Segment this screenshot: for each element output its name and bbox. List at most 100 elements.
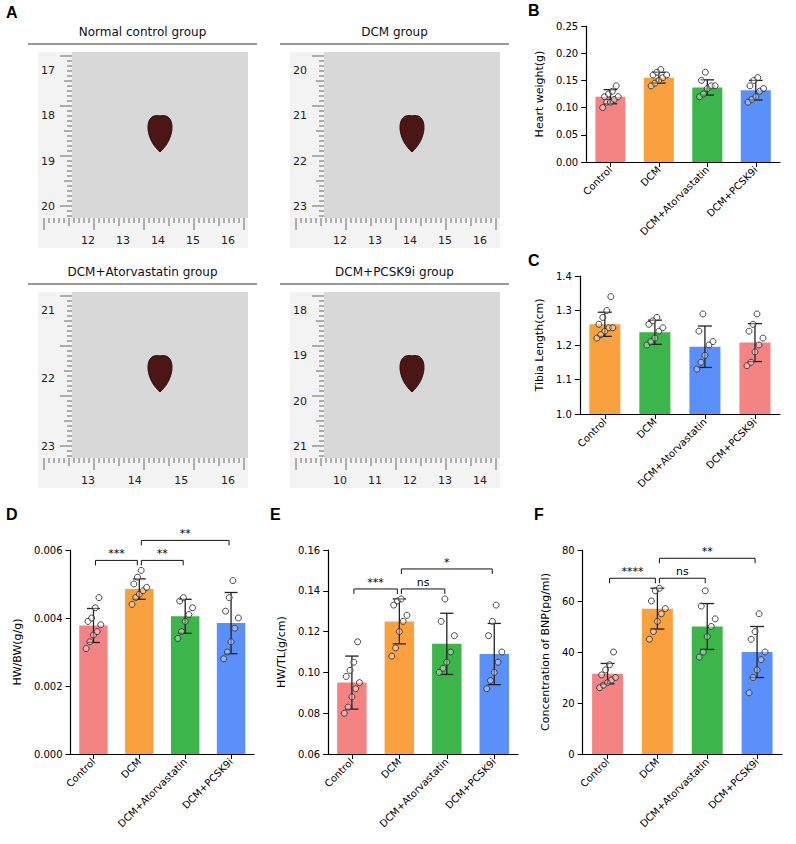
svg-text:Control: Control bbox=[581, 164, 614, 197]
svg-text:23: 23 bbox=[293, 200, 307, 213]
svg-text:0.08: 0.08 bbox=[298, 708, 320, 719]
svg-text:Control: Control bbox=[64, 756, 97, 789]
svg-text:16: 16 bbox=[473, 234, 487, 247]
svg-text:Tibia Length(cm): Tibia Length(cm) bbox=[533, 298, 546, 392]
svg-text:0.06: 0.06 bbox=[298, 749, 320, 760]
svg-text:DCM+PCSK9i: DCM+PCSK9i bbox=[180, 756, 235, 811]
svg-text:21: 21 bbox=[293, 109, 307, 122]
svg-text:19: 19 bbox=[41, 155, 55, 168]
svg-text:Heart weight(g): Heart weight(g) bbox=[533, 51, 546, 138]
svg-text:0.05: 0.05 bbox=[556, 129, 578, 140]
svg-text:0.15: 0.15 bbox=[556, 75, 578, 86]
svg-text:Normal control group: Normal control group bbox=[79, 25, 207, 39]
svg-text:**: ** bbox=[157, 547, 169, 560]
svg-text:0.20: 0.20 bbox=[556, 48, 578, 59]
svg-text:A: A bbox=[6, 4, 18, 21]
svg-text:12: 12 bbox=[333, 234, 347, 247]
svg-text:Control: Control bbox=[575, 416, 608, 449]
svg-text:0.000: 0.000 bbox=[34, 749, 63, 760]
svg-text:0.16: 0.16 bbox=[298, 545, 320, 556]
svg-text:0: 0 bbox=[568, 749, 574, 760]
svg-text:19: 19 bbox=[293, 349, 307, 362]
svg-text:21: 21 bbox=[293, 440, 307, 453]
svg-text:1.4: 1.4 bbox=[556, 271, 572, 282]
svg-text:ns: ns bbox=[676, 565, 689, 578]
svg-text:20: 20 bbox=[293, 395, 307, 408]
svg-text:1.2: 1.2 bbox=[556, 340, 572, 351]
svg-text:13: 13 bbox=[81, 474, 95, 487]
svg-text:18: 18 bbox=[41, 109, 55, 122]
svg-text:DCM+Atorvastatin: DCM+Atorvastatin bbox=[377, 756, 450, 829]
svg-text:20: 20 bbox=[562, 698, 575, 709]
svg-text:0.006: 0.006 bbox=[34, 545, 63, 556]
svg-text:DCM group: DCM group bbox=[361, 25, 428, 39]
svg-text:DCM+Atorvastatin: DCM+Atorvastatin bbox=[638, 756, 711, 829]
svg-text:14: 14 bbox=[473, 474, 487, 487]
svg-text:15: 15 bbox=[174, 474, 188, 487]
svg-text:DCM+PCSK9i: DCM+PCSK9i bbox=[706, 756, 761, 811]
svg-text:12: 12 bbox=[403, 474, 417, 487]
svg-text:15: 15 bbox=[438, 234, 452, 247]
svg-text:Concentration of BNP(pg/ml): Concentration of BNP(pg/ml) bbox=[539, 573, 552, 731]
svg-text:14: 14 bbox=[128, 474, 142, 487]
svg-text:60: 60 bbox=[562, 596, 575, 607]
svg-text:1.1: 1.1 bbox=[556, 374, 572, 385]
svg-text:DCM: DCM bbox=[119, 756, 143, 780]
svg-text:22: 22 bbox=[41, 372, 55, 385]
svg-text:0.12: 0.12 bbox=[298, 626, 320, 637]
svg-text:0.10: 0.10 bbox=[556, 102, 578, 113]
svg-text:DCM+PCSK9i: DCM+PCSK9i bbox=[443, 756, 498, 811]
svg-text:1.3: 1.3 bbox=[556, 305, 572, 316]
svg-text:DCM+Atorvastatin group: DCM+Atorvastatin group bbox=[67, 265, 217, 279]
svg-text:DCM+Atorvastatin: DCM+Atorvastatin bbox=[638, 164, 711, 237]
svg-text:DCM: DCM bbox=[635, 416, 659, 440]
svg-text:10: 10 bbox=[333, 474, 347, 487]
svg-text:18: 18 bbox=[293, 304, 307, 317]
svg-text:DCM+PCSK9i: DCM+PCSK9i bbox=[705, 164, 760, 219]
svg-text:**: ** bbox=[702, 545, 714, 558]
svg-text:20: 20 bbox=[293, 64, 307, 77]
svg-text:16: 16 bbox=[221, 474, 235, 487]
svg-text:***: *** bbox=[367, 576, 384, 589]
svg-text:HW/BW(g/g): HW/BW(g/g) bbox=[11, 618, 24, 685]
svg-text:Control: Control bbox=[322, 756, 355, 789]
svg-text:DCM: DCM bbox=[637, 756, 661, 780]
svg-text:40: 40 bbox=[562, 647, 575, 658]
svg-text:1.0: 1.0 bbox=[556, 409, 572, 420]
svg-text:14: 14 bbox=[403, 234, 417, 247]
svg-text:80: 80 bbox=[562, 545, 575, 556]
svg-text:0.004: 0.004 bbox=[34, 613, 63, 624]
svg-text:16: 16 bbox=[221, 234, 235, 247]
svg-text:22: 22 bbox=[293, 155, 307, 168]
svg-text:12: 12 bbox=[81, 234, 95, 247]
svg-text:DCM: DCM bbox=[379, 756, 403, 780]
svg-text:0.14: 0.14 bbox=[298, 585, 320, 596]
svg-text:15: 15 bbox=[186, 234, 200, 247]
svg-text:**: ** bbox=[180, 527, 192, 540]
svg-text:DCM: DCM bbox=[639, 164, 663, 188]
svg-text:23: 23 bbox=[41, 440, 55, 453]
svg-text:DCM+Atorvastatin: DCM+Atorvastatin bbox=[635, 416, 708, 489]
svg-text:13: 13 bbox=[116, 234, 130, 247]
svg-text:0.25: 0.25 bbox=[556, 21, 578, 32]
svg-text:ns: ns bbox=[417, 576, 430, 589]
svg-text:14: 14 bbox=[151, 234, 165, 247]
svg-text:0.10: 0.10 bbox=[298, 667, 320, 678]
svg-text:13: 13 bbox=[368, 234, 382, 247]
svg-text:DCM+PCSK9i: DCM+PCSK9i bbox=[704, 416, 759, 471]
svg-text:DCM+Atorvastatin: DCM+Atorvastatin bbox=[116, 756, 189, 829]
svg-text:11: 11 bbox=[368, 474, 382, 487]
svg-text:DCM+PCSK9i group: DCM+PCSK9i group bbox=[335, 265, 454, 279]
svg-text:Control: Control bbox=[578, 756, 611, 789]
svg-text:***: *** bbox=[108, 547, 125, 560]
svg-text:*: * bbox=[444, 556, 450, 569]
svg-text:****: **** bbox=[621, 565, 644, 578]
html-text:B: B bbox=[528, 2, 540, 19]
svg-text:13: 13 bbox=[438, 474, 452, 487]
svg-text:HW/TL(g/cm): HW/TL(g/cm) bbox=[275, 616, 288, 688]
svg-text:20: 20 bbox=[41, 200, 55, 213]
svg-text:21: 21 bbox=[41, 304, 55, 317]
svg-text:0.00: 0.00 bbox=[556, 157, 578, 168]
svg-text:17: 17 bbox=[41, 64, 55, 77]
svg-text:0.002: 0.002 bbox=[34, 681, 63, 692]
